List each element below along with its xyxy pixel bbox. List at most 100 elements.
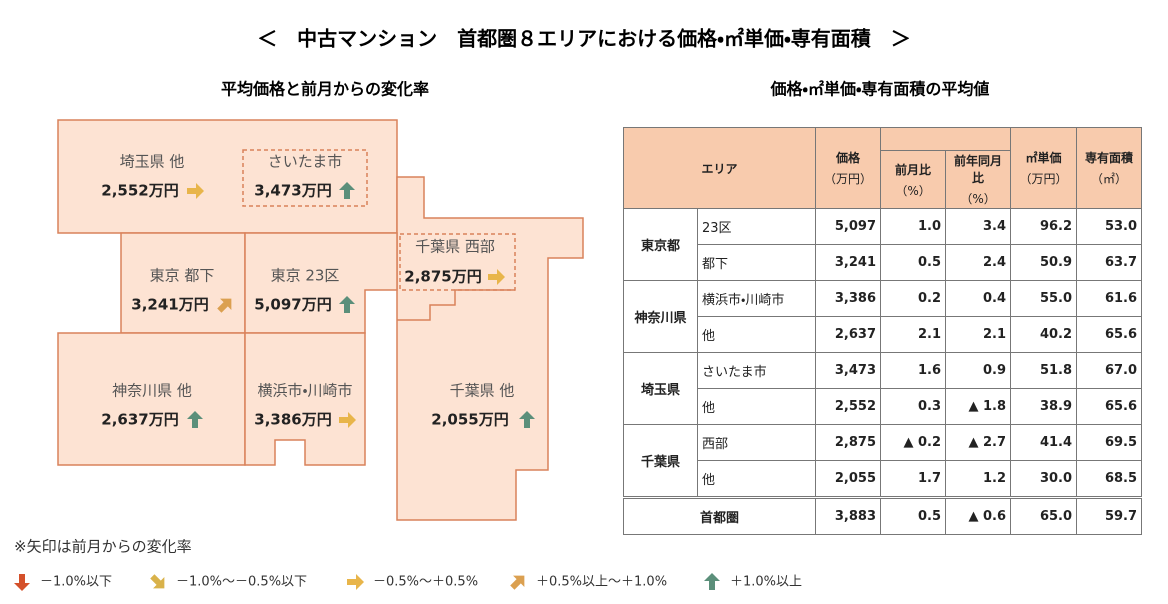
- legend-label: －0.5%～＋0.5%: [373, 575, 478, 590]
- header-label: ㎡単価: [1025, 151, 1062, 165]
- table-row: 神奈川県 横浜市・川崎市 3,386 0.2 0.4 55.0 61.6: [623, 280, 1143, 353]
- region-price: 3,473万円: [254, 182, 331, 200]
- region-name: 神奈川県 他: [112, 382, 192, 400]
- value-cell: 67.0: [1076, 352, 1143, 389]
- value-cell: 1.6: [880, 352, 947, 389]
- value-cell: 65.6: [1076, 388, 1143, 425]
- legend-label: －1.0%以下: [40, 575, 112, 590]
- area-cell: 都下: [696, 244, 817, 281]
- table-row: 他 2,055 1.7 1.2 30.0 68.5: [624, 460, 1143, 498]
- legend-arrow: [506, 569, 531, 594]
- region-price: 3,386万円: [254, 411, 331, 429]
- value-cell: 2.1: [945, 316, 1012, 353]
- header-row: 前月比 （%） 前年同月比 （%）: [624, 150, 1142, 209]
- legend-arrow: [347, 574, 364, 590]
- group-cell: 埼玉県: [623, 352, 698, 425]
- value-cell: 0.5: [880, 244, 947, 281]
- header-cell: 価格 （万円）: [815, 127, 882, 209]
- value-cell: 2,552: [815, 388, 882, 425]
- table-row: 他 2,637 2.1 2.1 40.2 65.6: [624, 316, 1143, 353]
- data-table: エリア 価格 （万円） ㎡単価 （万円） 専有面積 （㎡） 前月比 （%） 前年同月比 （%） 東京…: [622, 127, 1143, 535]
- region-name: 東京 23区: [271, 267, 340, 285]
- value-cell: 3,473: [815, 352, 882, 389]
- value-cell: 3,386: [815, 280, 882, 317]
- area-cell: 他: [696, 460, 817, 498]
- value-cell: 68.5: [1076, 460, 1143, 498]
- region-chiba: [396, 176, 584, 521]
- header-cell: 前月比 （%）: [880, 150, 947, 209]
- value-cell: 2.1: [880, 316, 947, 353]
- region-yokohama: [244, 332, 366, 466]
- value-cell: 1.0: [880, 208, 947, 245]
- area-cell: 横浜市・川崎市: [696, 280, 817, 317]
- map: 埼玉県 他 2,552万円 さいたま市 3,473万円 東京 都下 3,241万…: [57, 119, 584, 521]
- value-cell: 96.2: [1010, 208, 1078, 245]
- table-row: 千葉県 西部 2,875 ▲ 0.2 ▲ 2.7 41.4 69.5: [623, 424, 1143, 498]
- value-cell: 0.5: [880, 496, 947, 535]
- group-cell: 東京都: [623, 208, 698, 281]
- note: ※矢印は前月からの変化率: [14, 538, 192, 556]
- table-row: 東京都 23区 5,097 1.0 3.4 96.2 53.0: [623, 208, 1143, 281]
- region-price: 2,055万円: [431, 411, 508, 429]
- region-name: さいたま市: [268, 153, 343, 171]
- value-cell: 51.8: [1010, 352, 1078, 389]
- legend-label: －1.0%～－0.5%以下: [176, 575, 307, 590]
- value-cell: 3.4: [945, 208, 1012, 245]
- chiba-west-outline: [399, 233, 516, 291]
- header-cell: 専有面積 （㎡）: [1076, 127, 1143, 209]
- group-cell: 千葉県: [623, 424, 698, 498]
- header-label: 専有面積: [1085, 151, 1134, 165]
- value-cell: 55.0: [1010, 280, 1078, 317]
- value-cell: 0.9: [945, 352, 1012, 389]
- value-cell: 2,055: [815, 460, 882, 498]
- value-cell: 2,875: [815, 424, 882, 461]
- value-cell: 69.5: [1076, 424, 1143, 461]
- region-name: 横浜市・川崎市: [257, 382, 352, 400]
- table-subtitle: 価格・㎡単価・専有面積の平均値: [770, 80, 990, 99]
- region-name: 東京 都下: [150, 267, 215, 285]
- value-cell: 50.9: [1010, 244, 1078, 281]
- header-unit: （%）: [895, 183, 931, 198]
- value-cell: 2,637: [815, 316, 882, 353]
- area-cell: 西部: [696, 424, 817, 461]
- header-cell: ㎡単価 （万円）: [1010, 127, 1078, 209]
- legend-arrow: [14, 574, 30, 591]
- legend-arrow: [704, 573, 720, 590]
- header-unit: （万円）: [1019, 172, 1068, 186]
- value-cell: 2.4: [945, 244, 1012, 281]
- area-cell: 他: [696, 388, 817, 425]
- value-cell: 53.0: [1076, 208, 1143, 245]
- area-cell: 23区: [696, 208, 817, 245]
- value-cell: 1.2: [945, 460, 1012, 498]
- region-price: 3,241万円: [131, 296, 208, 314]
- region-price: 5,097万円: [254, 296, 331, 314]
- header-label: 前年同月比: [954, 154, 1003, 185]
- table-row: 埼玉県 さいたま市 3,473 1.6 0.9 51.8 67.0: [623, 352, 1143, 425]
- region-price: 2,875万円: [404, 268, 481, 286]
- value-cell: 65.6: [1076, 316, 1143, 353]
- value-cell: 63.7: [1076, 244, 1143, 281]
- header-cell: エリア: [622, 127, 817, 209]
- total-row: 首都圏 3,883 0.5 ▲ 0.6 65.0 59.7: [622, 496, 1143, 535]
- value-cell: 0.3: [880, 388, 947, 425]
- header-row: エリア 価格 （万円） ㎡単価 （万円） 専有面積 （㎡）: [622, 127, 1143, 209]
- area-cell: さいたま市: [696, 352, 817, 389]
- value-cell: 40.2: [1010, 316, 1078, 353]
- value-cell: ▲ 1.8: [945, 388, 1012, 425]
- legend-label: ＋1.0%以上: [730, 575, 802, 590]
- value-cell: 0.4: [945, 280, 1012, 317]
- map-subtitle: 平均価格と前月からの変化率: [221, 80, 429, 99]
- value-cell: 65.0: [1010, 496, 1078, 535]
- region-name: 埼玉県 他: [120, 153, 185, 171]
- value-cell: ▲ 2.7: [945, 424, 1012, 461]
- region-name: 千葉県 他: [450, 382, 515, 400]
- region-name: 千葉県 西部: [415, 238, 495, 256]
- title: ＜ 中古マンション 首都圏８エリアにおける価格・㎡単価・専有面積 ＞: [257, 27, 911, 51]
- value-cell: 59.7: [1076, 496, 1143, 535]
- region-price: 2,552万円: [101, 182, 178, 200]
- area-cell: 他: [696, 316, 817, 353]
- legend-arrow: [146, 570, 171, 595]
- legend-label: ＋0.5%以上～＋1.0%: [536, 575, 667, 590]
